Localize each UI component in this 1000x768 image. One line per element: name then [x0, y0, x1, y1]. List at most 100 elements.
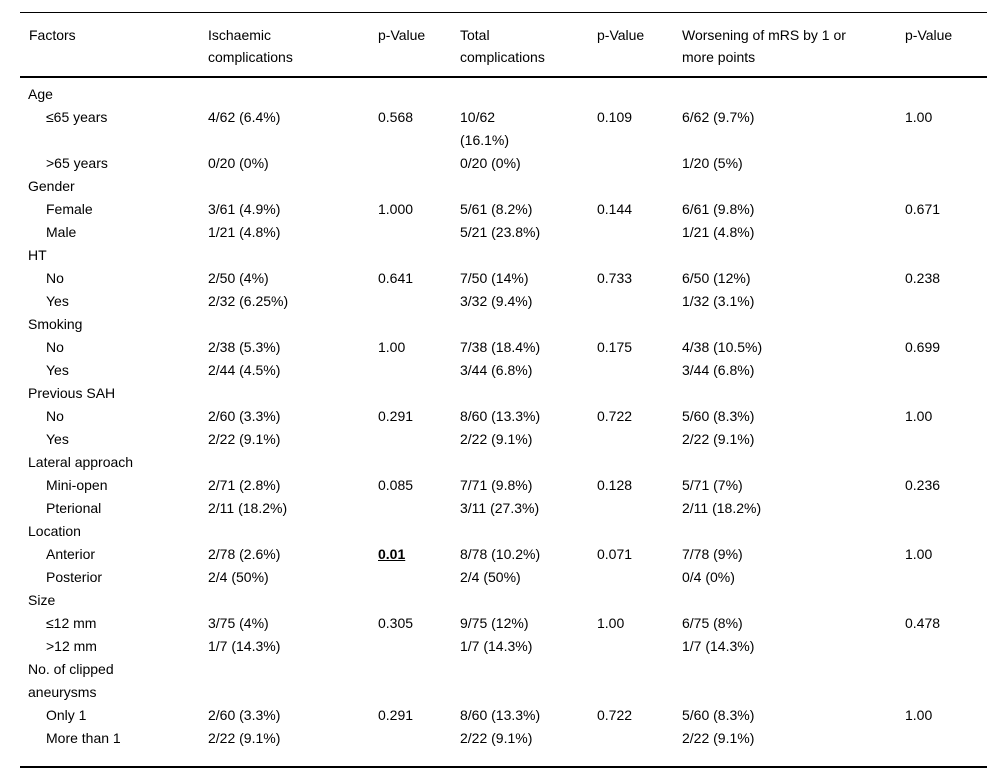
factor-label: Male [46, 224, 77, 240]
value-cell: 5/61 (8.2%) [460, 201, 533, 217]
value-cell [378, 428, 460, 451]
value-cell: 0.722 [597, 408, 633, 424]
data-row: Female 3/61 (4.9%) 1.000 5/61 (8.2%) 0.144 6/… [20, 198, 987, 221]
section-row: Gender [20, 175, 987, 198]
value-cell: 5/71 (7%) [682, 477, 743, 493]
value-cell: 0/20 (0%) [208, 155, 269, 171]
value-cell: 1.00 [905, 546, 933, 562]
value-cell [597, 635, 682, 658]
value-cell [905, 566, 987, 589]
data-row: Mini-open 2/71 (2.8%) 0.085 7/71 (9.8%) 0.12… [20, 474, 987, 497]
value-cell: 2/60 (3.3%) [208, 707, 281, 723]
section-label: Size [28, 592, 56, 608]
value-cell: 0.236 [905, 477, 941, 493]
value-cell: 10/62 (16.1%) [460, 109, 510, 148]
value-cell: 0/20 (0%) [460, 155, 521, 171]
value-cell: 1.00 [378, 339, 406, 355]
factor-label: ≤12 mm [46, 615, 97, 631]
data-row: Anterior 2/78 (2.6%) 0.01 8/78 (10.2%) 0.071… [20, 543, 987, 566]
column-header-p-value-1: p-Value [378, 27, 426, 43]
value-cell: 1/21 (4.8%) [682, 224, 755, 240]
factor-label: No [46, 270, 64, 286]
value-cell [378, 221, 460, 244]
column-header-worsening-mrs: Worsening of mRS by 1 or more points [682, 27, 846, 65]
value-cell [905, 727, 987, 767]
value-cell: 2/11 (18.2%) [682, 500, 762, 516]
results-table-container: Factors Ischaemic complications p-Value … [20, 12, 987, 768]
value-cell: 0.305 [378, 615, 414, 631]
factor-label: Yes [46, 431, 69, 447]
value-cell: 0.641 [378, 270, 414, 286]
value-cell: 2/22 (9.1%) [208, 730, 281, 746]
value-cell [905, 428, 987, 451]
value-cell: 3/61 (4.9%) [208, 201, 281, 217]
section-row: Previous SAH [20, 382, 987, 405]
value-cell: 2/38 (5.3%) [208, 339, 281, 355]
value-cell: 0.238 [905, 270, 941, 286]
value-cell: 1/21 (4.8%) [208, 224, 281, 240]
value-cell [597, 566, 682, 589]
results-table: Factors Ischaemic complications p-Value … [20, 12, 987, 768]
data-row: ≤65 years 4/62 (6.4%) 0.568 10/62 (16.1%) 0.… [20, 106, 987, 152]
factor-label: Yes [46, 293, 69, 309]
value-cell: 4/62 (6.4%) [208, 109, 281, 125]
value-cell: 1.00 [905, 408, 933, 424]
value-cell: 3/75 (4%) [208, 615, 269, 631]
value-cell: 0.085 [378, 477, 414, 493]
data-row: Yes 2/22 (9.1%) 2/22 (9.1%) 2/22 (9.1%) [20, 428, 987, 451]
value-cell: 2/44 (4.5%) [208, 362, 281, 378]
value-cell [597, 152, 682, 175]
value-cell: 0.128 [597, 477, 633, 493]
value-cell: 2/4 (50%) [208, 569, 269, 585]
section-row: Smoking [20, 313, 987, 336]
value-cell [378, 152, 460, 175]
value-cell [597, 497, 682, 520]
factor-label: Yes [46, 362, 69, 378]
value-cell: 2/50 (4%) [208, 270, 269, 286]
data-row: Only 1 2/60 (3.3%) 0.291 8/60 (13.3%) 0.722 5… [20, 704, 987, 727]
section-label: Smoking [28, 316, 83, 332]
factor-label: ≤65 years [46, 109, 108, 125]
section-label: Previous SAH [28, 385, 116, 401]
value-cell: 0.01 [378, 546, 406, 562]
value-cell: 0.568 [378, 109, 414, 125]
value-cell: 1.00 [905, 707, 933, 723]
value-cell [378, 635, 460, 658]
table-body: Age ≤65 years 4/62 (6.4%) 0.568 10/62 (16.1%… [20, 77, 987, 767]
value-cell [905, 221, 987, 244]
table-header-row: Factors Ischaemic complications p-Value … [20, 13, 987, 77]
value-cell [905, 635, 987, 658]
value-cell [905, 497, 987, 520]
value-cell [378, 290, 460, 313]
value-cell: 0.671 [905, 201, 941, 217]
factor-label: No [46, 339, 64, 355]
factor-label: No [46, 408, 64, 424]
data-row: Posterior 2/4 (50%) 2/4 (50%) 0/4 (0%) [20, 566, 987, 589]
value-cell: 8/78 (10.2%) [460, 546, 541, 562]
value-cell: 0.144 [597, 201, 633, 217]
factor-label: Pterional [46, 500, 102, 516]
value-cell: 5/60 (8.3%) [682, 408, 755, 424]
column-header-total-complications: Total complications [460, 27, 545, 65]
value-cell: 1/20 (5%) [682, 155, 743, 171]
value-cell [905, 290, 987, 313]
value-cell: 2/22 (9.1%) [682, 431, 755, 447]
value-cell [378, 727, 460, 767]
value-cell: 7/50 (14%) [460, 270, 529, 286]
value-cell: 2/71 (2.8%) [208, 477, 281, 493]
value-cell: 3/44 (6.8%) [460, 362, 533, 378]
value-cell: 8/60 (13.3%) [460, 707, 541, 723]
value-cell: 1/7 (14.3%) [208, 638, 281, 654]
value-cell [597, 428, 682, 451]
value-cell: 2/60 (3.3%) [208, 408, 281, 424]
value-cell: 5/21 (23.8%) [460, 224, 541, 240]
value-cell: 6/61 (9.8%) [682, 201, 755, 217]
factor-label: >65 years [46, 155, 108, 171]
section-label: No. of clipped aneurysms [28, 661, 114, 700]
section-row: No. of clipped aneurysms [20, 658, 987, 704]
table-header: Factors Ischaemic complications p-Value … [20, 13, 987, 77]
value-cell [597, 359, 682, 382]
data-row: Yes 2/44 (4.5%) 3/44 (6.8%) 3/44 (6.8%) [20, 359, 987, 382]
section-row: Location [20, 520, 987, 543]
data-row: No 2/50 (4%) 0.641 7/50 (14%) 0.733 6/50 (12%… [20, 267, 987, 290]
